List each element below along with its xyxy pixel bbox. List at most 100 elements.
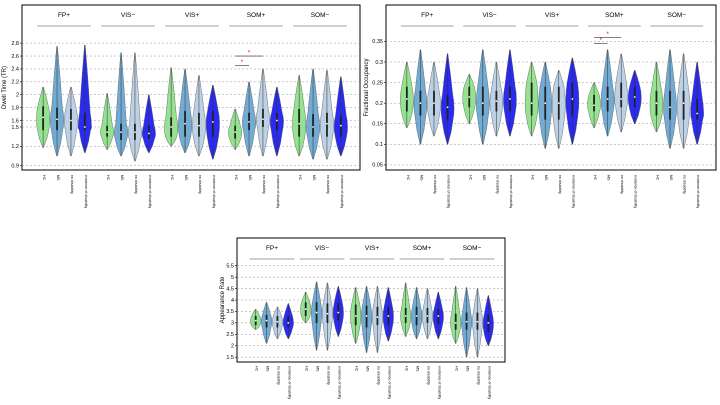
y-axis-label: Fractional Occupancy [364,58,370,116]
violin-median [120,131,122,134]
y-tick-label: 1.2 [11,144,19,150]
category-label: evidence of disability [287,366,291,399]
violin-median [426,315,429,317]
category-label: evidence of disability [148,175,152,208]
violin-median [339,124,342,127]
violin-median [276,320,279,323]
y-tick-label: 4 [231,298,234,304]
y-tick-label: 5.5 [226,264,234,270]
violin-median [606,98,609,100]
group-label: SOM+ [247,12,266,19]
group-label: VIS+ [185,12,199,19]
category-label: no disability [326,175,330,194]
significance-star: * [600,38,603,44]
category-label: MS [312,175,316,181]
category-label: evidence of disability [634,175,638,208]
category-label: MS [366,366,370,372]
violin-iqr-box [682,90,685,120]
group-label: FP+ [266,245,278,252]
y-tick-label: 1.5 [226,355,234,361]
violin-median [248,120,250,123]
category-label: evidence of disability [387,366,391,399]
violin-median [437,315,440,317]
violin-median [487,321,490,324]
category-label: evidence of disability [487,366,491,399]
violin-iqr-box [620,82,623,108]
chart-panel-1: 0.05 0.1 0.15 0.2 0.25 0.3 0.35 Fractional Occu… [364,4,717,208]
category-label: HC [406,175,410,181]
violin-median [465,320,468,323]
violin-iqr-box [262,108,264,127]
category-label: evidence of disability [571,175,575,208]
category-label: MS [316,366,320,372]
violin-median [262,118,264,121]
category-label: no disability [433,175,437,194]
category-label: MS [466,366,470,372]
category-label: no disability [262,175,266,194]
violin-iqr-box [354,304,357,326]
y-tick-label: 2.4 [11,67,19,73]
y-tick-label: 1.5 [11,125,19,131]
violin-median [365,315,368,317]
violin-iqr-box [83,112,86,131]
category-label: MS [669,175,673,181]
group-label: SOM− [463,245,482,252]
y-tick-label: 4.5 [226,286,234,292]
category-label: no disability [683,175,687,194]
violin-median [620,98,623,100]
y-tick-label: 2.8 [11,41,19,47]
group-label: SOM− [311,12,330,19]
category-label: HC [468,175,472,181]
violin-median [446,106,449,109]
violin-median [419,102,422,105]
significance-star: * [606,32,609,38]
violin-iqr-box [198,112,200,137]
violin-median [265,319,268,322]
violin-median [530,102,533,105]
group-label: VIS− [315,245,329,252]
category-label: HC [355,366,359,372]
violin-median [56,118,58,121]
category-label: HC [298,175,302,181]
violin-median [404,315,407,317]
violin-median [354,315,357,317]
group-label: VIS− [482,12,496,19]
category-label: MS [416,366,420,372]
violin-iqr-box [530,82,533,116]
violin-median [184,122,186,125]
violin-median [275,119,278,122]
y-tick-label: 0.9 [11,164,19,170]
violin-median [544,102,547,105]
category-label: HC [405,366,409,372]
category-label: HC [305,366,309,372]
violin-median [433,102,435,105]
category-label: no disability [276,366,280,385]
violin-iqr-box [106,125,109,137]
violin-median [509,98,511,100]
y-tick-label: 2 [16,93,19,99]
category-label: no disability [558,175,562,194]
category-label: evidence of disability [337,366,341,399]
category-label: evidence of disability [276,175,280,208]
plot-frame [21,4,361,171]
violin-median [312,126,314,128]
violin-median [682,102,685,105]
violin-iqr-box [42,106,45,131]
y-tick-label: 2 [231,344,234,350]
violin-median [454,321,457,324]
category-label: HC [106,175,110,181]
category-label: HC [531,175,535,181]
violin-iqr-box [454,313,457,330]
category-label: HC [455,366,459,372]
violin-iqr-box [298,108,301,137]
violin-iqr-box [211,110,214,137]
chart-panel-0: 0.9 1.2 1.51.6 1.8 2 2.2 2.4 2.6 2.8 Dwell Time (… [2,4,361,208]
violin-median [254,319,257,322]
group-label: SOM+ [413,245,432,252]
category-label: MS [248,175,252,181]
significance-star: * [248,51,251,57]
category-label: no disability [134,175,138,194]
category-label: no disability [620,175,624,194]
